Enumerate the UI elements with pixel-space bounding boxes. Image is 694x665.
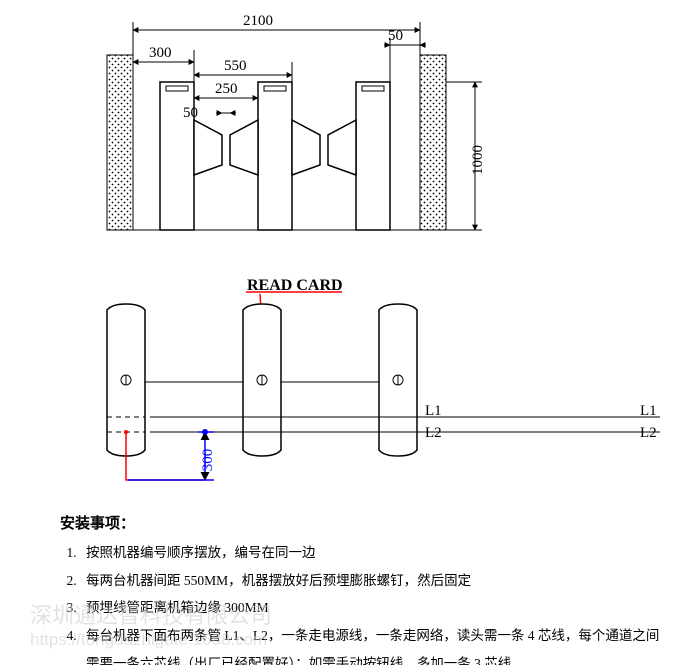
flaps-2 — [292, 120, 356, 175]
note-item: 每台机器下面布两条管 L1、L2，一条走电源线，一条走网络，读头需一条 4 芯线… — [80, 622, 660, 665]
plan-gate-3 — [379, 304, 417, 456]
flaps-1 — [194, 120, 258, 175]
dim-550: 550 — [224, 58, 247, 74]
notes-list: 按照机器编号顺序摆放，编号在同一边 每两台机器间距 550MM，机器摆放好后预埋… — [60, 539, 660, 665]
label-L2: L2 — [425, 425, 442, 441]
dim-50b: 50 — [388, 28, 403, 44]
dim-2100: 2100 — [243, 13, 273, 29]
dim-50a: 50 — [183, 105, 198, 121]
right-wall — [420, 55, 446, 230]
diagram-canvas: 2100 300 550 250 50 50 1000 READ CARD — [0, 0, 694, 510]
plan-view: READ CARD L1 L2 L1 L2 — [107, 277, 660, 480]
label-L1r: L1 — [640, 403, 657, 419]
elevation-view: 2100 300 550 250 50 50 1000 — [107, 13, 486, 230]
note-item: 按照机器编号顺序摆放，编号在同一边 — [80, 539, 660, 567]
install-notes: 安装事项： 按照机器编号顺序摆放，编号在同一边 每两台机器间距 550MM，机器… — [60, 512, 660, 665]
note-item: 每两台机器间距 550MM，机器摆放好后预埋膨胀螺钉，然后固定 — [80, 567, 660, 595]
gate-3 — [356, 82, 390, 230]
dim-1000: 1000 — [470, 145, 486, 175]
dim-300-plan: 300 — [200, 449, 216, 472]
dim-250: 250 — [215, 81, 238, 97]
label-L1: L1 — [425, 403, 442, 419]
plan-gate-2 — [243, 304, 281, 456]
label-L2r: L2 — [640, 425, 657, 441]
dim-300: 300 — [149, 45, 172, 61]
gate-2 — [258, 82, 292, 230]
notes-title: 安装事项： — [60, 512, 660, 533]
note-item: 预埋线管距离机箱边缘 300MM — [80, 594, 660, 622]
left-wall — [107, 55, 133, 230]
